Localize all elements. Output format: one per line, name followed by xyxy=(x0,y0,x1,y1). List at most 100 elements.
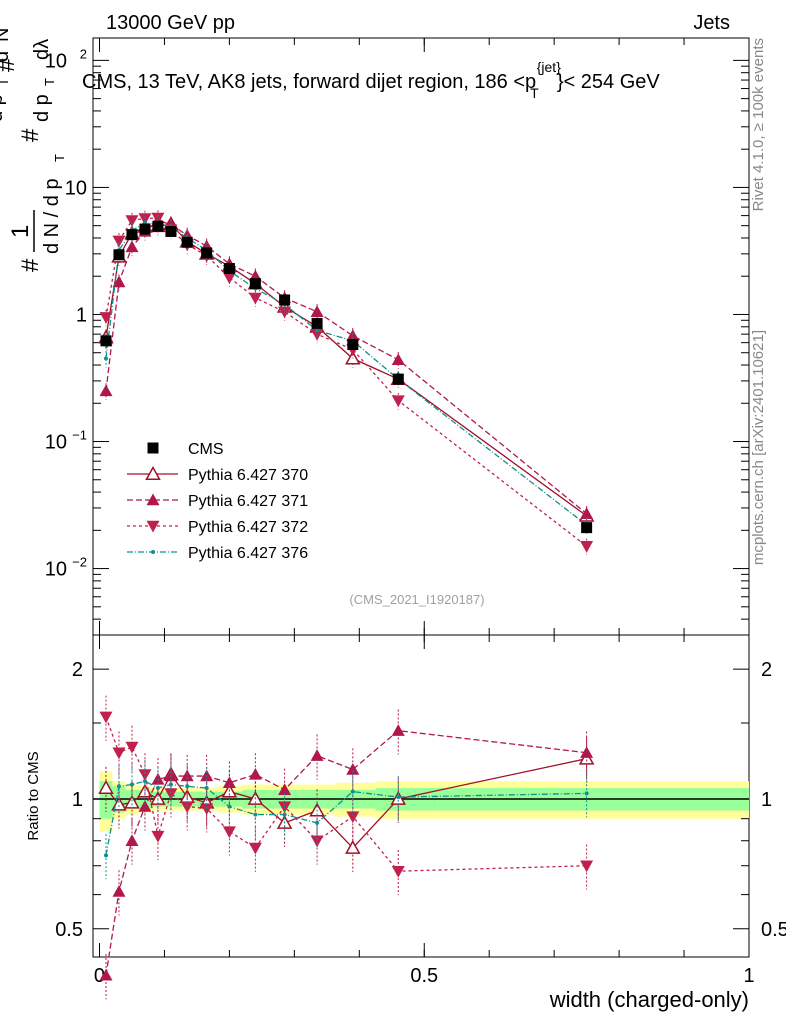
y-tick-label: 1 xyxy=(76,304,87,326)
ratio-point-p376 xyxy=(350,789,355,794)
ratio-point-p371 xyxy=(180,769,194,782)
ratio-point-p371 xyxy=(138,800,152,812)
y-tick-exp: −2 xyxy=(72,555,87,570)
cms-point xyxy=(279,294,291,306)
legend: CMS Pythia 6.427 370 Pythia 6.427 371 Pythi… xyxy=(127,441,308,562)
point-p371 xyxy=(125,240,139,253)
cms-point xyxy=(100,335,112,347)
plot-title: CMS, 13 TeV, AK8 jets, forward dijet reg… xyxy=(82,59,660,101)
point-p372 xyxy=(580,540,594,553)
cms-point xyxy=(139,223,151,235)
legend-marker xyxy=(145,465,161,480)
y-label-dpt-t: T xyxy=(0,78,11,86)
y-label-dpt2-t: T xyxy=(42,78,57,86)
y-label-frac1: 1 xyxy=(7,225,34,238)
legend-marker xyxy=(151,550,155,554)
x-label: width (charged-only) xyxy=(549,987,749,1012)
main-y-label: # 1 d N / d p T # d p T d p T # d 2 N dλ xyxy=(0,28,67,272)
ratio-tick-label-right: 2 xyxy=(761,659,772,681)
point-p372 xyxy=(112,235,126,248)
ratio-point-p370 xyxy=(98,779,114,794)
ratio-point-p372 xyxy=(200,803,214,816)
ratio-point-p376 xyxy=(253,812,258,817)
ratio-point-p370 xyxy=(345,839,361,854)
y-label-dn: d N / d p xyxy=(41,178,63,254)
legend-marker xyxy=(146,520,160,533)
ratio-point-p376 xyxy=(116,784,121,789)
ratio-tick-label: 0.5 xyxy=(55,919,83,941)
point-p372 xyxy=(248,292,262,305)
y-label-hash2: # xyxy=(17,128,44,142)
cms-point xyxy=(113,249,125,261)
main-series xyxy=(98,210,595,556)
ratio-y-label: Ratio to CMS xyxy=(25,751,42,840)
ratio-point-p376 xyxy=(227,804,232,809)
point-p372 xyxy=(151,212,165,225)
ratio-point-p372 xyxy=(180,801,194,814)
plot-title-sup: {jet} xyxy=(537,59,561,75)
cms-point xyxy=(201,247,213,259)
ratio-p372 xyxy=(99,695,594,896)
ratio-point-p376 xyxy=(282,812,287,817)
x-tick-label: 0 xyxy=(94,965,105,987)
ratio-point-p372 xyxy=(310,835,324,848)
cms-point xyxy=(223,263,235,275)
ratio-tick-label: 2 xyxy=(72,659,83,681)
header-left: 13000 GeV pp xyxy=(106,12,235,34)
legend-marker xyxy=(147,442,159,454)
ratio-point-p371 xyxy=(112,885,126,897)
cms-point xyxy=(152,220,164,232)
y-label-dn-t: T xyxy=(52,154,67,162)
y-tick-label: 10 xyxy=(45,432,67,454)
series-cms xyxy=(100,220,593,534)
point-p376 xyxy=(315,328,320,333)
series-line-p370 xyxy=(105,223,588,517)
legend-entry: Pythia 6.427 372 xyxy=(127,519,308,536)
ratio-point-p371 xyxy=(310,749,324,761)
y-tick-exp: 2 xyxy=(80,46,87,61)
cms-point xyxy=(311,317,323,329)
ratio-tick-label: 1 xyxy=(72,789,83,811)
point-p371 xyxy=(391,353,405,365)
point-p371 xyxy=(112,275,126,288)
ratio-point-p372 xyxy=(222,826,236,839)
ratio-point-p372 xyxy=(99,711,113,724)
ratio-point-p376 xyxy=(396,795,401,800)
ratio-point-p372 xyxy=(346,811,360,824)
point-p376 xyxy=(103,356,108,361)
cms-point xyxy=(249,278,261,290)
ratio-point-p371 xyxy=(222,776,236,789)
y-label-hash3: # xyxy=(0,58,20,72)
cms-point xyxy=(165,225,177,237)
y-tick-label: 10 xyxy=(45,559,67,581)
ratio-point-p372 xyxy=(580,860,594,873)
x-ticks: 0 0.5 1 xyxy=(94,38,755,987)
y-label-d2n-n: N xyxy=(0,28,13,42)
legend-label: Pythia 6.427 372 xyxy=(188,519,308,536)
legend-label: Pythia 6.427 376 xyxy=(188,545,308,562)
y-label-dpt: d p xyxy=(0,94,7,122)
point-p372 xyxy=(125,215,139,227)
cms-point xyxy=(181,236,193,248)
ratio-tick-label-right: 0.5 xyxy=(761,919,786,941)
ratio-point-p372 xyxy=(164,788,178,800)
ratio-series xyxy=(98,695,595,1000)
point-p371 xyxy=(99,384,113,397)
side-mcplots: mcplots.cern.ch [arXiv:2401.10621] xyxy=(750,330,767,565)
cms-point xyxy=(126,229,138,241)
ratio-point-p376 xyxy=(155,786,160,791)
cms-point xyxy=(581,522,593,534)
legend-label: CMS xyxy=(188,441,224,458)
legend-entry: Pythia 6.427 376 xyxy=(127,545,308,562)
ratio-point-p372 xyxy=(112,747,126,760)
ratio-tick-label-right: 1 xyxy=(761,789,772,811)
legend-marker xyxy=(146,493,160,506)
ratio-point-p376 xyxy=(168,782,173,787)
series-line-p372 xyxy=(105,217,588,547)
ratio-point-p376 xyxy=(103,853,108,858)
y-tick-exp: −1 xyxy=(72,428,87,443)
y-label-d2n: d xyxy=(0,51,13,62)
ratio-p371 xyxy=(99,709,594,1000)
ratio-point-p372 xyxy=(151,830,165,843)
point-p372 xyxy=(391,395,405,408)
